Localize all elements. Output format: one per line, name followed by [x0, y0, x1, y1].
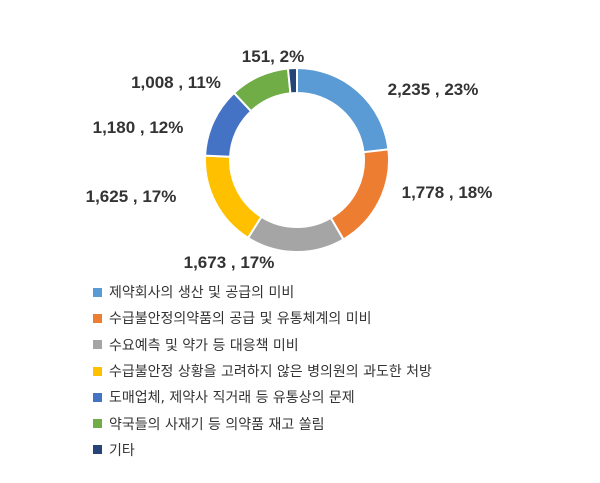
donut-slice-3 [246, 215, 345, 253]
data-label-5: 1,180 , 12% [92, 118, 184, 137]
legend-label: 도매업체, 제약사 직거래 등 유통상의 문제 [109, 390, 355, 407]
legend-swatch [93, 419, 102, 429]
legend-label: 수급불안정의약품의 공급 및 유통체계의 미비 [109, 311, 372, 328]
legend-swatch [93, 366, 102, 376]
legend-label: 수급불안정 상황을 고려하지 않은 병의원의 과도한 처방 [109, 364, 432, 381]
legend-label: 수요예측 및 약가 등 대응책 미비 [109, 337, 299, 354]
legend-swatch [93, 287, 102, 297]
legend-swatch [93, 340, 102, 350]
data-label-2: 1,778 , 18% [401, 183, 493, 202]
donut-slice-2 [329, 148, 390, 241]
data-label-3: 1,673 , 17% [183, 253, 275, 272]
data-label-4: 1,625 , 17% [85, 187, 177, 206]
legend-swatch [93, 392, 102, 402]
legend-label: 기타 [109, 442, 135, 459]
legend-item-3: 수요예측 및 약가 등 대응책 미비 [93, 332, 432, 358]
legend-item-4: 수급불안정 상황을 고려하지 않은 병의원의 과도한 처방 [93, 358, 432, 384]
legend-item-2: 수급불안정의약품의 공급 및 유통체계의 미비 [93, 305, 432, 331]
donut-slice-1 [296, 66, 390, 154]
legend-label: 제약회사의 생산 및 공급의 미비 [109, 285, 295, 302]
donut-slice-4 [204, 154, 263, 240]
data-label-7: 151, 2% [241, 47, 305, 66]
data-label-1: 2,235 , 23% [387, 80, 479, 99]
legend-item-7: 기타 [93, 437, 432, 463]
legend-item-5: 도매업체, 제약사 직거래 등 유통상의 문제 [93, 384, 432, 410]
legend-swatch [93, 445, 102, 455]
data-label-6: 1,008 , 11% [131, 73, 221, 92]
legend-item-6: 약국들의 사재기 등 의약품 재고 쏠림 [93, 410, 432, 436]
legend-swatch [93, 313, 102, 323]
legend-label: 약국들의 사재기 등 의약품 재고 쏠림 [109, 416, 325, 433]
donut-slice-7 [286, 66, 298, 95]
legend-item-1: 제약회사의 생산 및 공급의 미비 [93, 279, 432, 305]
